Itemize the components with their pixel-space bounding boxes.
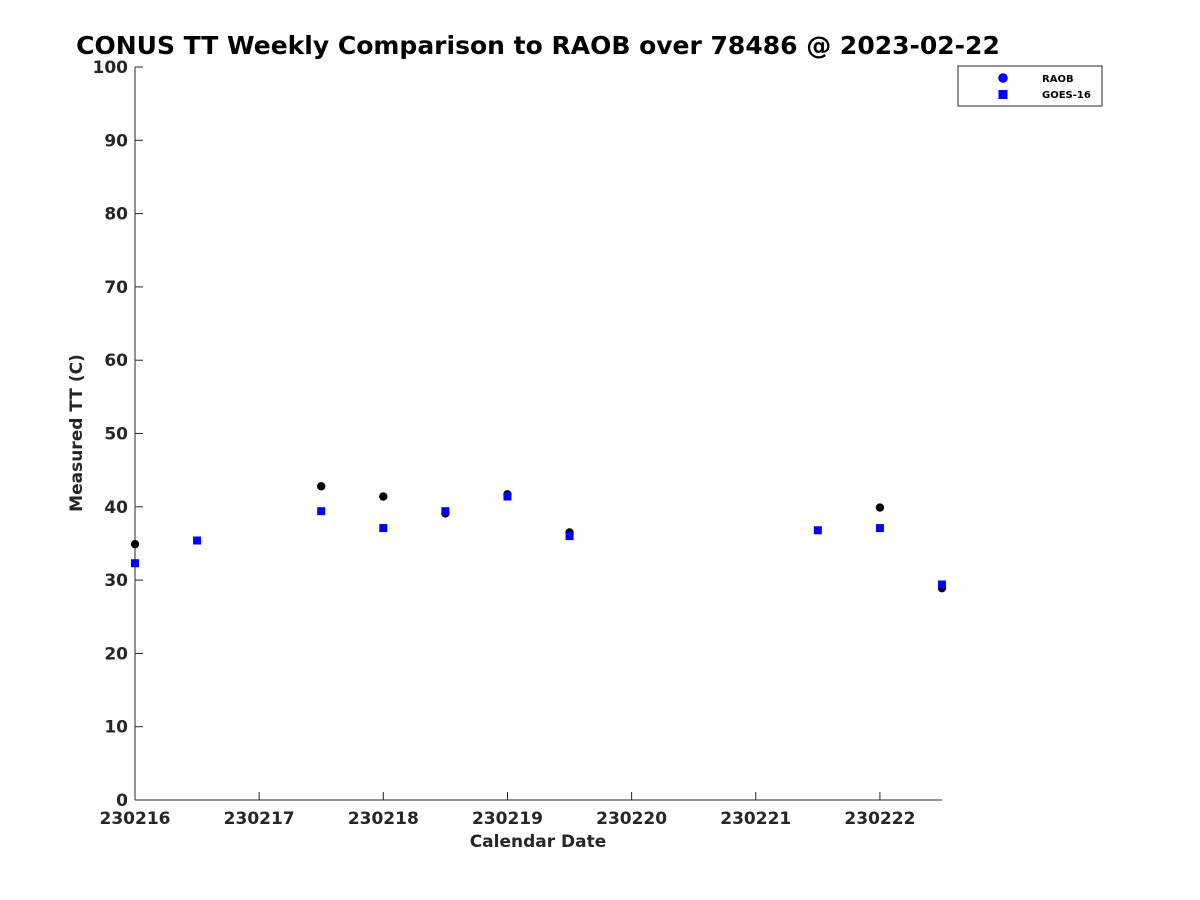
y-tick-label: 50 bbox=[104, 425, 128, 445]
x-tick-label: 230222 bbox=[844, 809, 915, 829]
legend-goes16-label: GOES-16 bbox=[1042, 90, 1091, 101]
goes16-point bbox=[938, 580, 946, 589]
goes16-point bbox=[565, 532, 574, 541]
y-tick-label: 60 bbox=[104, 351, 128, 371]
legend-box bbox=[957, 65, 1103, 107]
y-tick-label: 10 bbox=[104, 718, 128, 738]
x-tick-label: 230216 bbox=[100, 809, 171, 829]
series-raob bbox=[130, 482, 947, 593]
data-series bbox=[130, 482, 947, 593]
goes16-point bbox=[441, 507, 450, 516]
chart-title: CONUS TT Weekly Comparison to RAOB over … bbox=[76, 31, 1000, 60]
raob-point bbox=[875, 503, 885, 512]
y-tick-label: 0 bbox=[116, 791, 128, 811]
y-tick-label: 30 bbox=[104, 571, 128, 591]
x-tick-label: 230221 bbox=[720, 809, 791, 829]
goes16-point bbox=[813, 526, 822, 535]
legend-raob-marker bbox=[998, 73, 1008, 83]
y-tick-label: 80 bbox=[104, 205, 128, 225]
y-tick-label: 20 bbox=[104, 644, 128, 664]
x-tick-label: 230218 bbox=[348, 809, 419, 829]
plot-axes bbox=[134, 67, 942, 801]
y-axis-label: Measured TT (C) bbox=[67, 354, 87, 512]
legend-raob-label: RAOB bbox=[1042, 74, 1074, 85]
legend-goes16-marker bbox=[998, 90, 1008, 99]
x-axis-ticks: 230216 230217 230218 230219 230220 230221 2302… bbox=[100, 792, 915, 829]
x-tick-label: 230217 bbox=[224, 809, 295, 829]
x-tick-label: 230219 bbox=[472, 809, 543, 829]
goes16-point bbox=[193, 536, 202, 545]
goes16-point bbox=[379, 524, 388, 533]
y-tick-label: 90 bbox=[104, 131, 128, 151]
goes16-point bbox=[875, 524, 884, 533]
raob-point bbox=[317, 482, 326, 491]
raob-point bbox=[379, 492, 388, 501]
raob-point bbox=[130, 539, 140, 549]
series-goes-16 bbox=[131, 492, 946, 589]
x-axis-label: Calendar Date bbox=[470, 832, 607, 852]
y-tick-label: 40 bbox=[104, 498, 128, 518]
y-tick-label: 70 bbox=[104, 278, 128, 298]
y-axis-ticks: 0 10 20 30 40 50 60 70 80 90 100 bbox=[93, 58, 143, 811]
legend: RAOB GOES-16 bbox=[957, 65, 1103, 107]
goes16-point bbox=[503, 492, 512, 501]
goes16-point bbox=[131, 559, 139, 568]
goes16-point bbox=[317, 507, 326, 516]
y-tick-label: 100 bbox=[93, 58, 129, 78]
x-tick-label: 230220 bbox=[596, 809, 667, 829]
